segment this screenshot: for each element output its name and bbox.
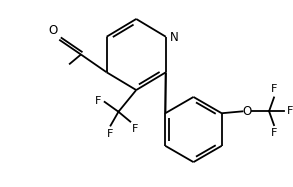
Text: F: F xyxy=(95,96,102,106)
Text: F: F xyxy=(271,128,277,138)
Text: F: F xyxy=(107,128,114,139)
Text: F: F xyxy=(271,85,277,94)
Text: O: O xyxy=(243,105,252,118)
Text: N: N xyxy=(170,31,178,44)
Text: F: F xyxy=(287,106,293,116)
Text: F: F xyxy=(132,124,139,134)
Text: O: O xyxy=(48,24,57,37)
